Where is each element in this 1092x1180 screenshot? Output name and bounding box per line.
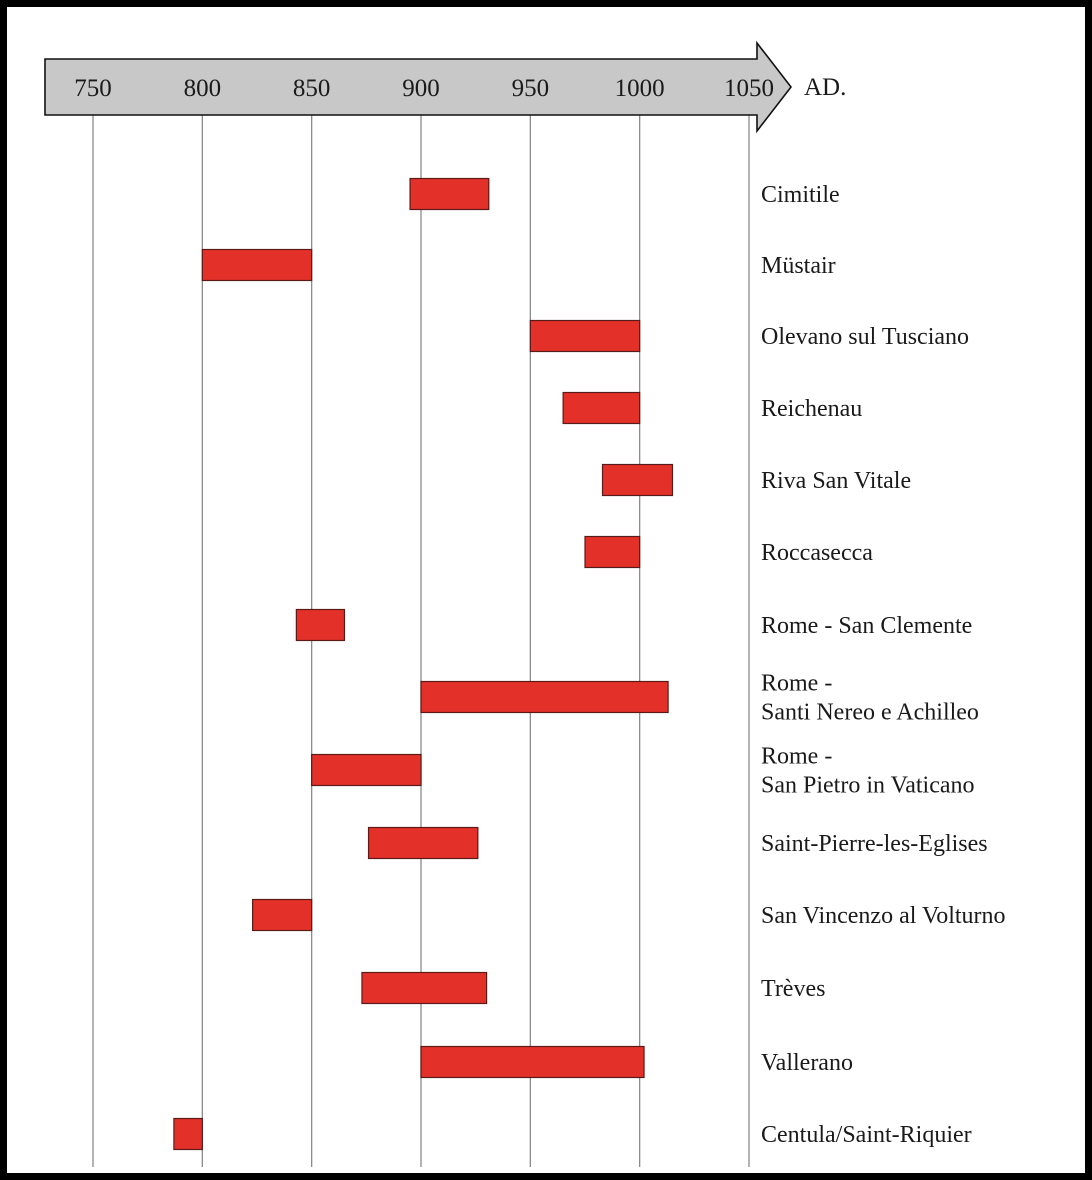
range-bar xyxy=(529,319,641,353)
axis-arrow xyxy=(44,40,793,134)
row-label: San Pietro in Vaticano xyxy=(761,773,975,799)
x-tick-label-900: 900 xyxy=(402,75,440,102)
range-bar xyxy=(601,463,674,497)
row-label: Saint-Pierre-les-Eglises xyxy=(761,831,988,857)
range-bar xyxy=(420,1045,645,1079)
x-tick-label-1000: 1000 xyxy=(615,75,665,102)
range-bar xyxy=(201,248,313,282)
x-tick-label-750: 750 xyxy=(74,75,112,102)
x-tick-label-950: 950 xyxy=(512,75,550,102)
row-label: Vallerano xyxy=(761,1050,853,1076)
row-label: Santi Nereo e Achilleo xyxy=(761,700,979,726)
row-label: Riva San Vitale xyxy=(761,468,911,494)
row-label: Centula/Saint-Riquier xyxy=(761,1122,972,1148)
range-bar xyxy=(173,1117,203,1151)
row-label: Trèves xyxy=(761,976,825,1002)
row-label: San Vincenzo al Volturno xyxy=(761,903,1006,929)
range-bar xyxy=(361,971,488,1005)
range-bar xyxy=(562,391,641,425)
row-label: Olevano sul Tusciano xyxy=(761,324,969,350)
row-label: Roccasecca xyxy=(761,540,873,566)
row-label: Cimitile xyxy=(761,182,840,208)
x-tick-label-1050: 1050 xyxy=(724,75,774,102)
range-bar xyxy=(409,177,490,211)
range-bar xyxy=(311,753,422,787)
axis-unit-label: AD. xyxy=(804,74,846,101)
row-label: Müstair xyxy=(761,253,836,279)
row-label: Rome - San Clemente xyxy=(761,613,972,639)
range-bar xyxy=(584,535,641,569)
x-tick-label-850: 850 xyxy=(293,75,331,102)
x-tick-label-800: 800 xyxy=(184,75,222,102)
range-bar xyxy=(420,680,669,714)
row-label: Rome - xyxy=(761,744,832,770)
row-label: Rome - xyxy=(761,671,832,697)
row-label: Reichenau xyxy=(761,396,862,422)
chart-frame: 750 800 850 900 950 1000 1050 AD. Cimitile Müst… xyxy=(7,7,1085,1173)
range-bar xyxy=(367,826,479,860)
timeline-chart: 750 800 850 900 950 1000 1050 AD. Cimitile Müst… xyxy=(44,40,1006,1167)
range-bar xyxy=(252,898,313,932)
range-bar xyxy=(295,608,346,642)
